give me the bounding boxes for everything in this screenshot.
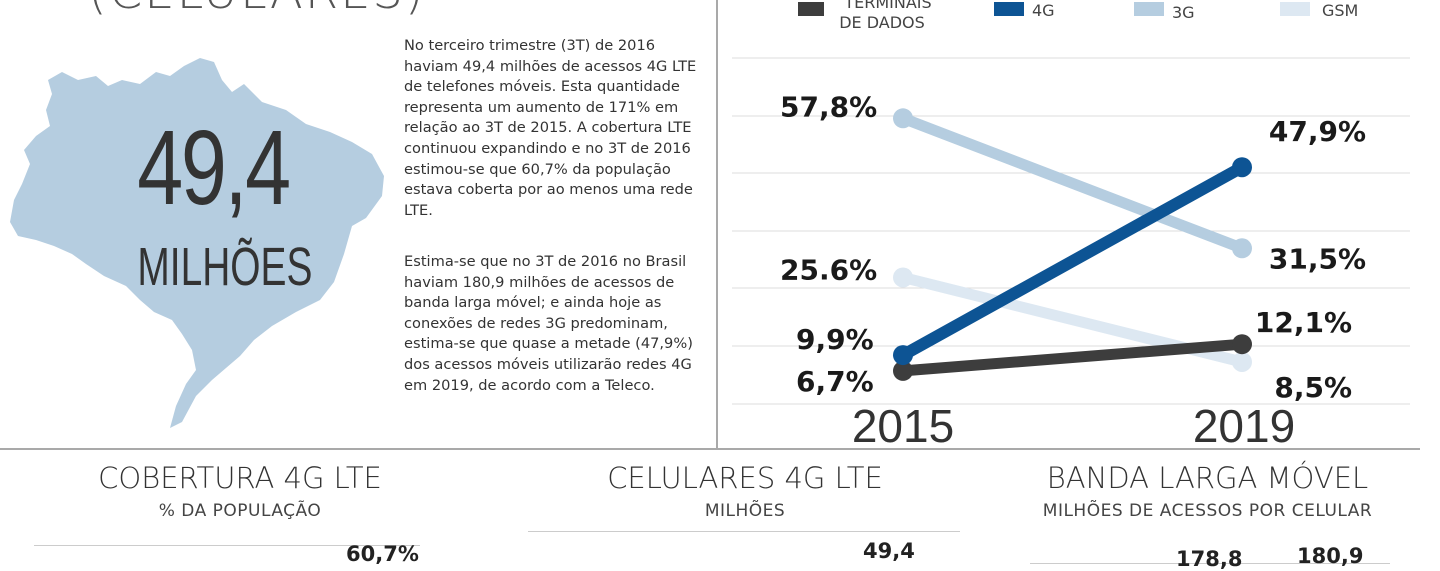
chart-legend: TERMINAIS DE DADOS 4G 3G GSM [798,0,1358,32]
data-point-4g-2015 [893,345,913,366]
paragraph-2: Estima-se que no 3T de 2016 no Brasil ha… [404,253,693,394]
chart-series [893,108,1252,381]
data-point-gsm-2019 [1232,351,1252,372]
legend-swatch-3g [1134,2,1164,16]
paragraph-1: No terceiro trimestre (3T) de 2016 havia… [404,37,697,219]
series-line-terminais [897,338,1248,377]
banda-larga-value-2: 180,9 [1297,544,1364,568]
data-point-3g-2019 [1232,238,1252,259]
chart-data-labels: 57,8% 25.6% 9,9% 6,7% 47,9% 31,5% 12,1% 8,5% [780,90,1366,404]
data-label-terminais-2015: 6,7% [796,365,874,398]
legend-label-3g: 3G [1172,3,1195,22]
legend-label-terminais-2: DE DADOS [839,13,925,32]
data-label-3g-2015: 57,8% [780,90,877,123]
big-number-unit: MILHÕES [137,237,313,297]
cobertura-title: COBERTURA 4G LTE [98,461,382,495]
celulares-subtitle: MILHÕES [704,501,786,521]
x-tick-label-2015: 2015 [852,400,954,448]
legend-label-4g: 4G [1032,1,1055,20]
data-point-terminais-2019 [1232,334,1252,355]
data-point-terminais-2015 [893,360,913,381]
data-label-terminais-2019: 12,1% [1255,306,1352,339]
cobertura-subtitle: % DA POPULAÇÃO [158,501,322,521]
page-title: (CELULARES) [88,0,426,20]
data-label-4g-2015: 9,9% [796,323,874,356]
legend-label-terminais-1: TERMINAIS [843,0,931,12]
line-chart: TERMINAIS DE DADOS 4G 3G GSM 57,8% 25.6% 9… [732,0,1410,448]
banda-larga-title: BANDA LARGA MÓVEL [1046,461,1369,495]
legend-swatch-gsm [1280,2,1310,16]
chart-gridlines [732,57,1410,405]
cobertura-rule [34,545,420,546]
data-point-3g-2015 [893,108,913,129]
data-label-4g-2019: 47,9% [1269,115,1366,148]
data-label-gsm-2015: 25.6% [780,253,877,286]
x-tick-label-2019: 2019 [1193,400,1295,448]
series-line-3g [897,112,1248,254]
series-line-4g [897,161,1248,362]
horizontal-divider [0,448,1420,450]
legend-swatch-terminais [798,2,824,16]
brazil-map [10,58,384,428]
celulares-title: CELULARES 4G LTE [607,461,883,495]
cobertura-value: 60,7% [346,542,419,566]
data-label-3g-2019: 31,5% [1269,242,1366,275]
data-point-gsm-2015 [893,267,913,288]
data-point-4g-2019 [1232,157,1252,178]
vertical-divider [716,0,718,448]
legend-label-gsm: GSM [1322,1,1358,20]
celulares-value: 49,4 [863,539,915,563]
big-number: 49,4 [137,109,291,227]
banda-larga-value-1: 178,8 [1176,547,1243,571]
celulares-rule [528,531,960,532]
data-label-gsm-2019: 8,5% [1274,371,1352,404]
banda-larga-subtitle: MILHÕES DE ACESSOS POR CELULAR [1042,501,1373,521]
brazil-map-shape [10,58,384,428]
legend-swatch-4g [994,2,1024,16]
